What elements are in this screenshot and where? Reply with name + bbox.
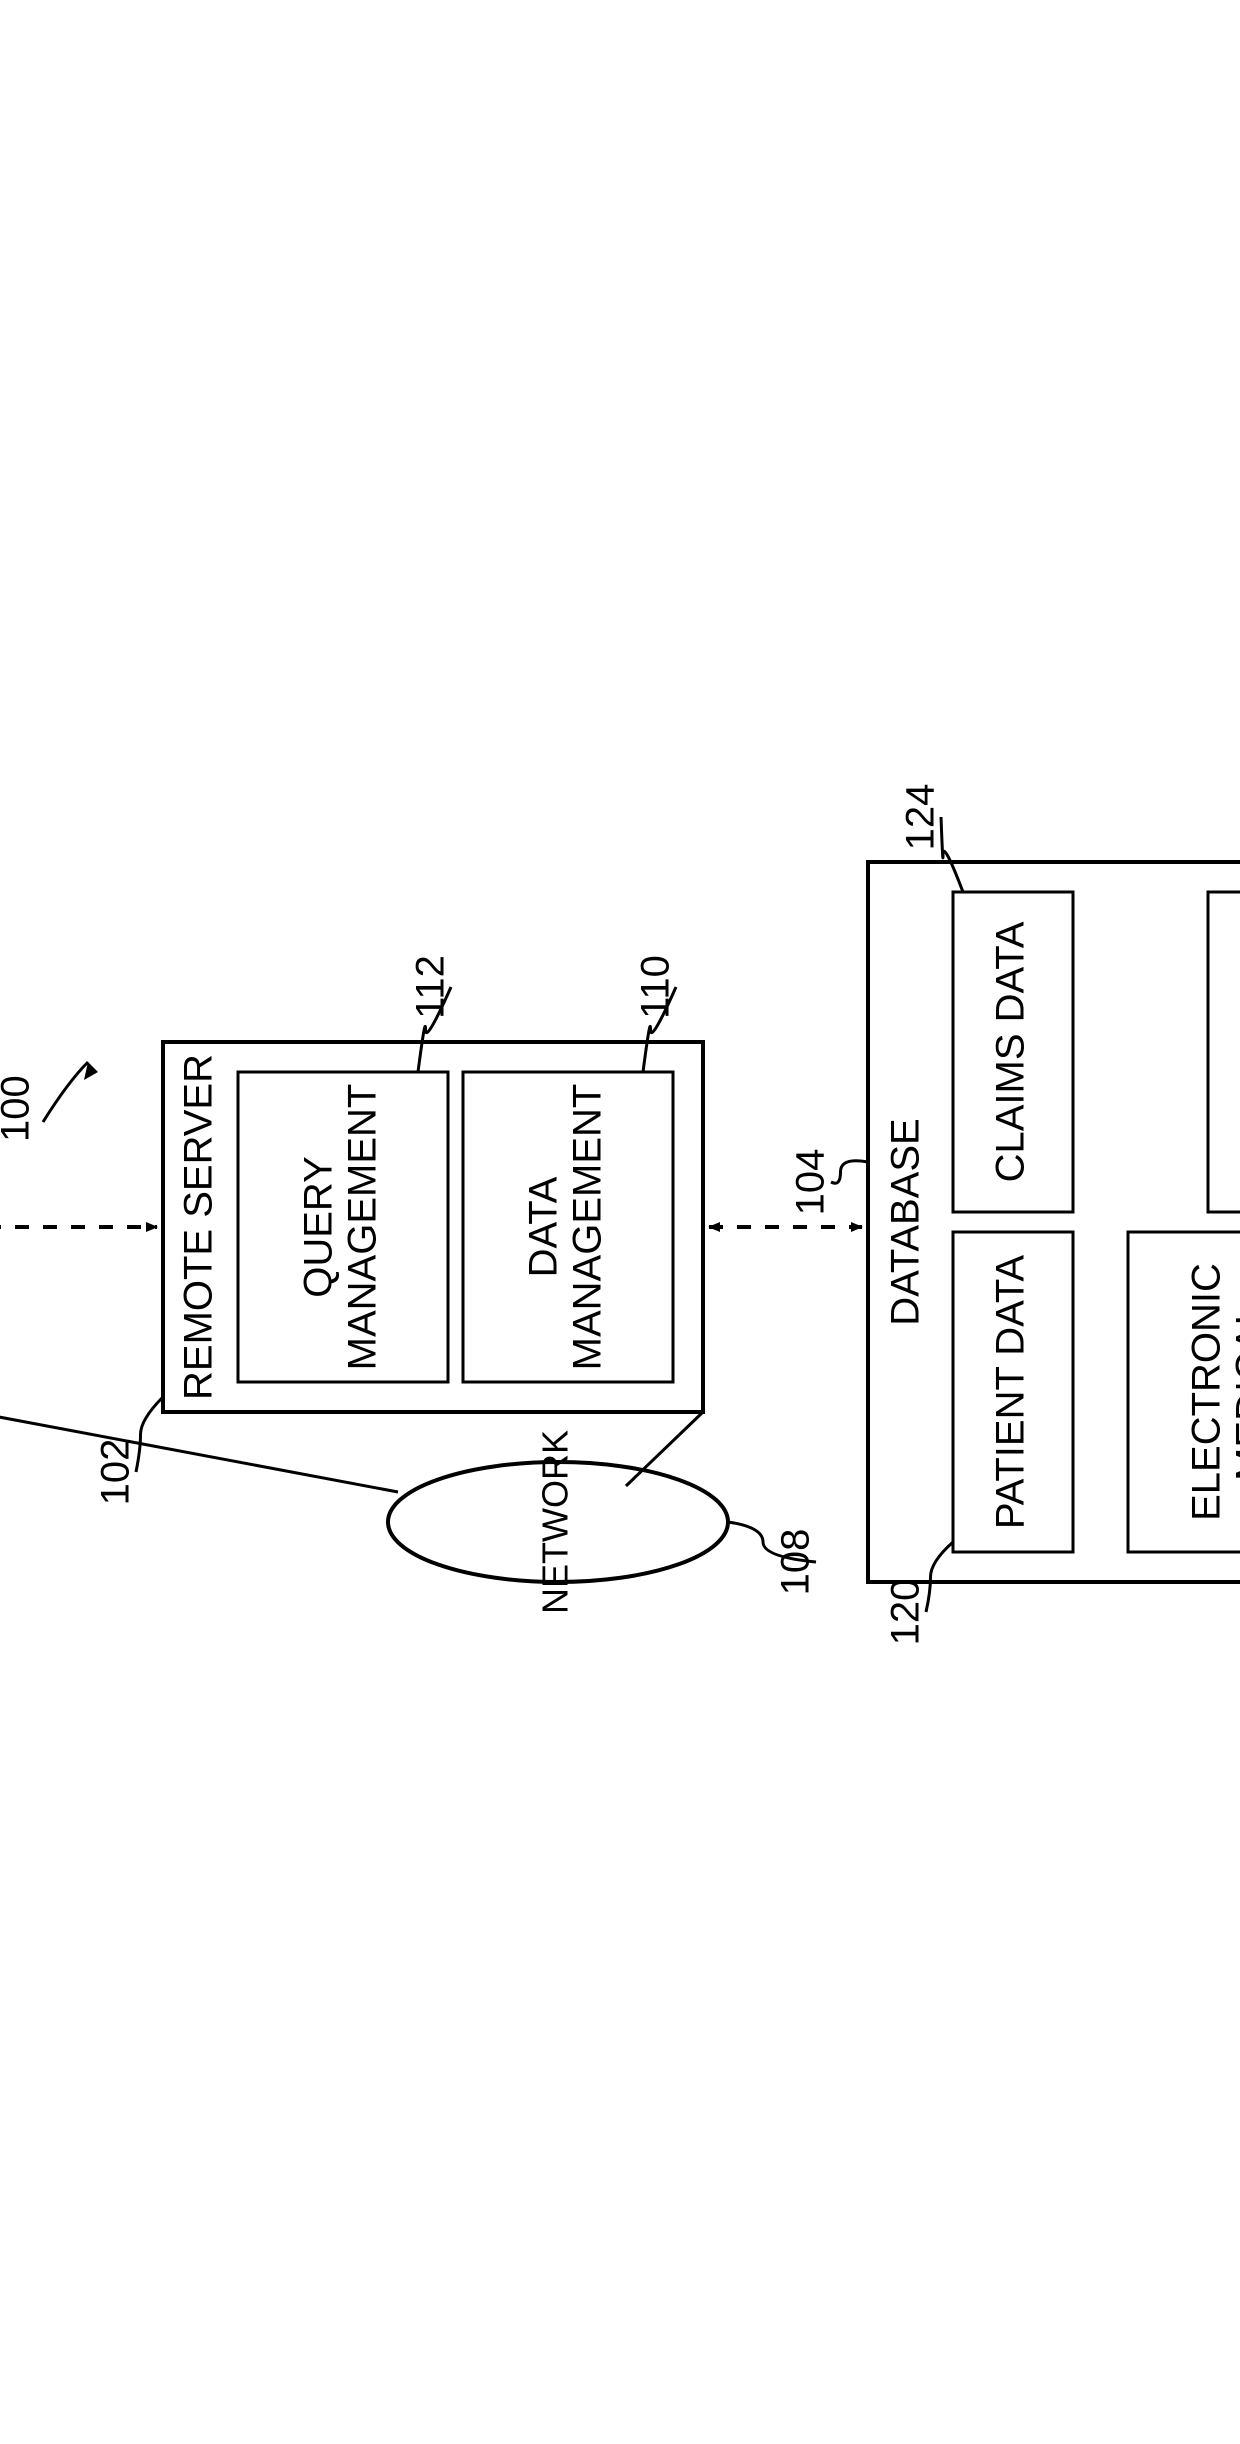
claims-data-label: CLAIMS DATA <box>989 921 1033 1182</box>
ref-104: 104 <box>789 1149 833 1216</box>
graph-metadata-box <box>1208 892 1240 1212</box>
emr-label: ELECTRONIC <box>1185 1263 1229 1521</box>
ref-120: 120 <box>884 1579 928 1646</box>
ref-102-leader <box>136 1397 163 1472</box>
server-label: REMOTE SERVER <box>177 1054 221 1400</box>
ref-112: 112 <box>409 955 453 1019</box>
ref-110: 110 <box>634 955 678 1019</box>
ref-104-leader <box>831 1161 868 1184</box>
emr-label: MEDICAL <box>1229 1303 1240 1481</box>
query-mgmt-label: QUERY <box>297 1156 341 1298</box>
query-mgmt-label: MANAGEMENT <box>341 1084 385 1371</box>
data-mgmt-label: DATA <box>522 1176 566 1277</box>
network-label: NETWORK <box>535 1430 576 1614</box>
ref-124: 124 <box>899 784 943 851</box>
database-label: DATABASE <box>884 1118 928 1325</box>
data-mgmt-label: MANAGEMENT <box>566 1084 610 1371</box>
ref-102: 102 <box>94 1439 138 1506</box>
ref-100-leader <box>43 1062 88 1122</box>
patient-data-label: PATIENT DATA <box>989 1255 1033 1529</box>
ref-100: 100 <box>0 1075 38 1142</box>
